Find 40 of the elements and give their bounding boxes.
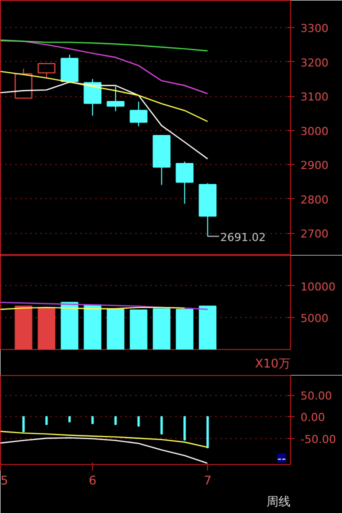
candlestick: [60, 54, 78, 84]
y-tick-label: 10000: [300, 280, 336, 294]
x-tick-label: 6: [88, 474, 96, 488]
bar: [106, 308, 124, 350]
candlestick: [84, 78, 102, 116]
line-series: [0, 81, 208, 160]
bar: [14, 306, 32, 350]
bar: [60, 302, 78, 350]
candlestick: [106, 86, 124, 112]
y-tick-label: 3100: [300, 90, 328, 104]
x-tick-label: 5: [0, 474, 8, 488]
y-tick-label: -50.00: [300, 432, 336, 446]
y-tick-label: 0.00: [300, 411, 325, 424]
bar: [176, 308, 194, 350]
line-series: [0, 40, 208, 52]
line-series: [0, 430, 208, 448]
candlestick: [38, 62, 56, 78]
candlestick: [130, 101, 148, 127]
annotation: --: [277, 452, 286, 466]
y-tick-label: 2700: [300, 228, 328, 241]
line-series: [0, 70, 208, 122]
y-tick-label: 3300: [300, 22, 328, 36]
y-tick-label: 2900: [300, 159, 328, 172]
x-tick-label: 7: [204, 474, 212, 488]
text: X10万: [255, 356, 291, 370]
text: 周线: [266, 494, 290, 508]
y-tick-label: 3200: [300, 56, 328, 70]
bar: [130, 309, 148, 350]
candlestick: [176, 161, 194, 204]
y-tick-label: 50.00: [300, 390, 332, 403]
bar: [38, 308, 56, 350]
bar: [198, 306, 216, 350]
y-tick-label: 2800: [300, 193, 328, 206]
y-tick-label: 3000: [300, 124, 328, 138]
y-tick-label: 5000: [300, 312, 328, 326]
bar: [152, 308, 170, 350]
line-series: [0, 437, 208, 464]
bar: [84, 304, 102, 350]
annotation: 2691.02: [220, 230, 266, 244]
line-series: [0, 39, 208, 94]
